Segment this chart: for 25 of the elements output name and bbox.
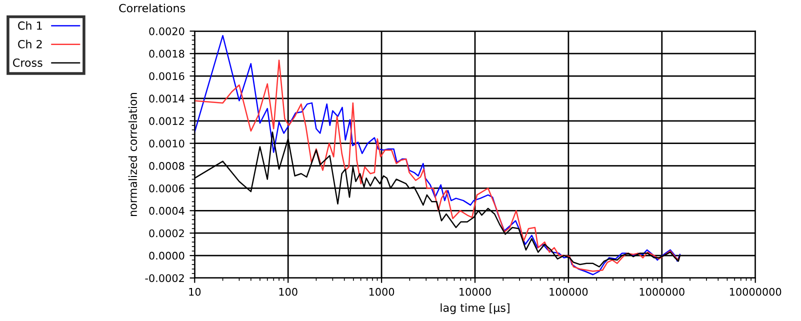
- legend-label: Cross: [13, 58, 42, 67]
- y-axis-title: normalized correlation: [128, 93, 138, 216]
- x-tick-label: 10000: [460, 288, 491, 296]
- y-tick-label: 0.0012: [149, 117, 184, 126]
- y-tick-label: 0.0002: [149, 229, 184, 238]
- x-tick-label: 1000000: [640, 288, 684, 296]
- y-tick-label: 0.0020: [149, 27, 184, 36]
- x-tick-label: 10000000: [730, 288, 782, 296]
- y-tick-label: 0.0000: [149, 252, 184, 260]
- y-tick-label: 0.0004: [149, 206, 184, 215]
- x-axis-title: lag time [µs]: [440, 303, 510, 314]
- x-tick-label: 100: [279, 288, 298, 296]
- y-tick-label: 0.0010: [149, 140, 184, 148]
- y-tick-label: -0.0002: [145, 274, 184, 282]
- y-tick-label: 0.0018: [149, 50, 184, 58]
- x-tick-label: 10: [189, 288, 201, 296]
- x-tick-label: 100000: [550, 288, 588, 296]
- y-tick-label: 0.0014: [149, 94, 184, 103]
- y-tick-label: 0.0008: [149, 162, 184, 170]
- chart-title: Correlations: [119, 4, 186, 12]
- y-tick-label: 0.0016: [149, 72, 184, 80]
- legend-label: Ch 2: [18, 40, 42, 48]
- y-tick-label: 0.0006: [149, 184, 184, 192]
- legend-label: Ch 1: [18, 21, 42, 30]
- x-tick-label: 1000: [369, 288, 394, 296]
